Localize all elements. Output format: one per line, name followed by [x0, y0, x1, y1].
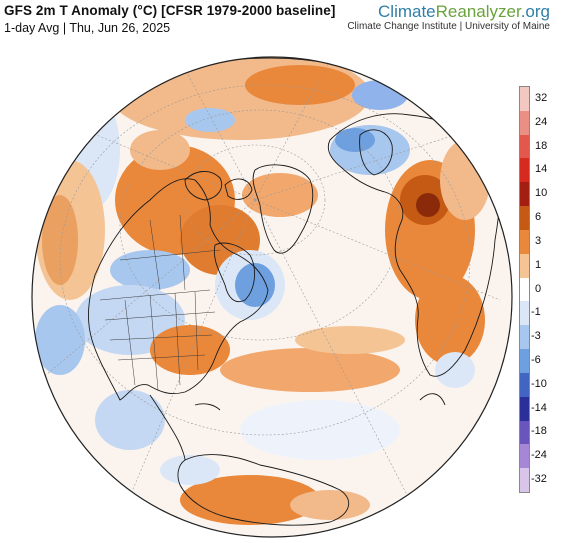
- legend-swatch: [520, 372, 529, 398]
- legend-swatch: [520, 277, 529, 302]
- warm-patch: [130, 130, 190, 170]
- legend-swatch: [520, 110, 529, 136]
- legend-swatch: [520, 396, 529, 422]
- legend-tick-label: -18: [531, 425, 547, 438]
- cool-patch: [160, 455, 220, 485]
- legend-tick-label: 14: [535, 163, 548, 176]
- legend-swatch: [520, 444, 529, 469]
- legend-swatch: [520, 87, 529, 112]
- legend-swatch: [520, 468, 529, 493]
- legend-swatch: [520, 253, 529, 279]
- legend-tick-label: 6: [535, 211, 542, 224]
- warm-patch: [245, 65, 355, 105]
- brand-affiliation: Climate Change Institute | University of…: [347, 21, 550, 32]
- warm-patch: [42, 195, 78, 285]
- legend-tick-label: -10: [531, 377, 547, 390]
- warm-patch: [295, 326, 405, 354]
- warm-patch: [440, 140, 490, 220]
- legend-swatch: [520, 325, 529, 350]
- cool-patch: [95, 390, 165, 450]
- cool-patch: [435, 352, 475, 388]
- hudson-bay-coast: [213, 242, 256, 303]
- legend-tick-label: -6: [531, 353, 541, 366]
- legend-tick-label: -14: [531, 401, 547, 414]
- legend-tick-label: 3: [535, 234, 542, 247]
- cool-patch: [110, 250, 190, 290]
- legend-tick-label: -3: [531, 330, 541, 343]
- legend-swatch: [520, 182, 529, 207]
- arctic-islands: [184, 171, 223, 201]
- legend-tick-label: 0: [535, 282, 542, 295]
- globe-outline: [31, 56, 513, 538]
- brand-logo-text[interactable]: ClimateReanalyzer.org: [378, 2, 550, 21]
- legend-swatch: [520, 229, 529, 255]
- legend-swatch: [520, 206, 529, 231]
- color-legend-bar: [519, 86, 530, 493]
- legend-tick-label: 32: [535, 91, 548, 104]
- cool-patch: [352, 80, 408, 110]
- warm-patch: [150, 325, 230, 375]
- warm-patch: [180, 475, 320, 525]
- cool-patch: [35, 305, 85, 375]
- legend-tick-label: -32: [531, 473, 547, 486]
- political-borders: [99, 214, 221, 391]
- north-america-coast: [88, 178, 269, 401]
- legend-swatch: [520, 301, 529, 326]
- anomaly-field: [35, 57, 501, 526]
- map-title: GFS 2m T Anomaly (°C) [CFSR 1979-2000 ba…: [4, 3, 336, 18]
- legend-tick-label: 18: [535, 139, 548, 152]
- africa-nw-coast: [419, 393, 446, 406]
- legend-tick-label: 1: [535, 258, 542, 271]
- greenland-coast: [252, 164, 314, 254]
- central-america-coast: [149, 394, 186, 461]
- map-subtitle: 1-day Avg | Thu, Jun 26, 2025: [4, 21, 171, 35]
- scandinavia-coast: [359, 129, 393, 176]
- legend-swatch: [520, 349, 529, 374]
- legend-tick-label: -1: [531, 306, 541, 319]
- warm-patch: [290, 490, 370, 520]
- south-america-coast: [177, 454, 350, 526]
- caribbean-islands: [194, 403, 221, 411]
- brand-block[interactable]: ClimateReanalyzer.org Climate Change Ins…: [347, 2, 550, 33]
- legend-tick-label: -24: [531, 449, 547, 462]
- warm-patch: [415, 275, 485, 365]
- warm-patch: [220, 348, 400, 392]
- cool-patch: [235, 263, 275, 307]
- legend-tick-label: 24: [535, 115, 548, 128]
- cool-patch: [185, 108, 235, 132]
- warm-patch: [242, 173, 318, 217]
- legend-swatch: [520, 134, 529, 159]
- legend-swatch: [520, 420, 529, 445]
- cool-patch: [335, 128, 375, 152]
- arctic-islands: [224, 178, 253, 200]
- legend-tick-label: 10: [535, 187, 548, 200]
- warm-patch: [416, 193, 440, 217]
- cool-patch: [240, 400, 400, 460]
- legend-swatch: [520, 158, 529, 183]
